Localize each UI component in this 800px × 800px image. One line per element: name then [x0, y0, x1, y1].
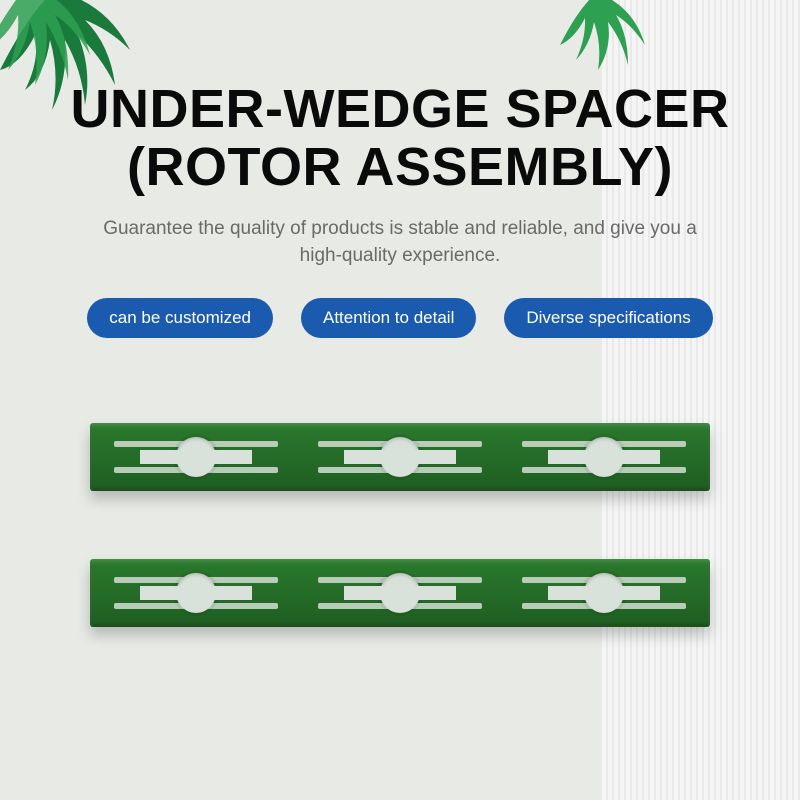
spacer-bar-1	[90, 423, 710, 491]
hole-icon	[380, 437, 420, 477]
hole-icon	[380, 573, 420, 613]
content-wrapper: UNDER-WEDGE SPACER (ROTOR ASSEMBLY) Guar…	[0, 0, 800, 627]
hole-icon	[584, 573, 624, 613]
bar-segment	[94, 423, 298, 491]
feature-pills: can be customized Attention to detail Di…	[0, 298, 800, 338]
bar-segment	[298, 423, 502, 491]
product-illustration	[0, 423, 800, 627]
hole-icon	[176, 437, 216, 477]
bar-segment	[94, 559, 298, 627]
pill-detail: Attention to detail	[301, 298, 476, 338]
hole-icon	[584, 437, 624, 477]
spacer-bar	[90, 559, 710, 627]
pill-customized: can be customized	[87, 298, 273, 338]
bar-segment	[502, 423, 706, 491]
bar-segment	[298, 559, 502, 627]
bar-segment	[502, 559, 706, 627]
hole-icon	[176, 573, 216, 613]
spacer-bar-2	[90, 559, 710, 627]
title-line-2: (ROTOR ASSEMBLY)	[127, 137, 673, 197]
page-title: UNDER-WEDGE SPACER (ROTOR ASSEMBLY)	[0, 80, 800, 197]
page-subtitle: Guarantee the quality of products is sta…	[80, 215, 720, 270]
title-line-1: UNDER-WEDGE SPACER	[70, 79, 729, 139]
pill-specs: Diverse specifications	[504, 298, 712, 338]
spacer-bar	[90, 423, 710, 491]
